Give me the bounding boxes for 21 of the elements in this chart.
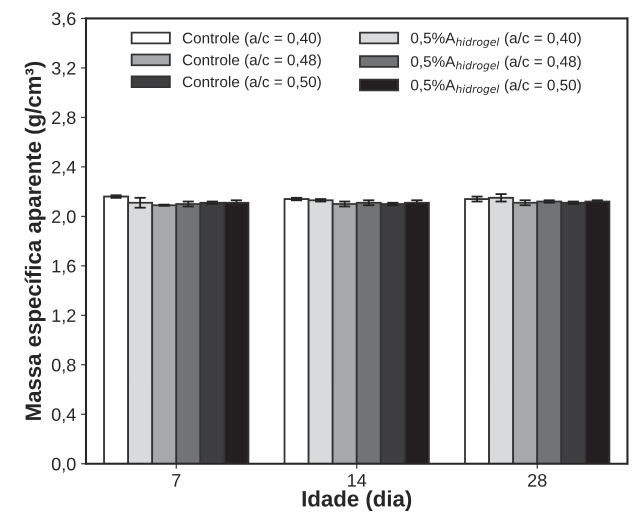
y-tick-label: 3,2 [52,62,76,77]
y-tick-label: 1,2 [52,309,76,324]
legend-label: Controle (a/c = 0,40) [182,32,321,47]
y-tick-label: 2,0 [52,210,76,226]
y-tick-label: 0,8 [52,358,76,374]
x-axis-title: Idade (dia) [302,490,412,512]
legend-label: 0,5%A$_{hidrogel}$ (a/c = 0,40) [410,32,581,48]
x-tick-label: 7 [172,474,180,487]
y-tick-label: 2,8 [52,111,76,126]
legend-label: Controle (a/c = 0,48) [182,54,321,68]
y-tick-label: 1,6 [52,260,76,275]
legend-label: 0,5%A$_{hidrogel}$ (a/c = 0,50) [410,79,581,96]
x-tick-label: 28 [528,474,546,487]
x-tick-label: 14 [348,474,366,487]
y-tick-label: 0,0 [52,458,76,473]
legend-label: 0,5%A$_{hidrogel}$ (a/c = 0,48) [410,56,581,72]
y-tick-label: 3,6 [52,12,76,28]
y-tick-label: 0,4 [52,408,76,424]
y-tick-label: 2,4 [52,160,76,176]
y-axis-title: Massa específica aparente (g/cm³) [24,62,46,420]
legend-label: Controle (a/c = 0,50) [182,76,321,90]
